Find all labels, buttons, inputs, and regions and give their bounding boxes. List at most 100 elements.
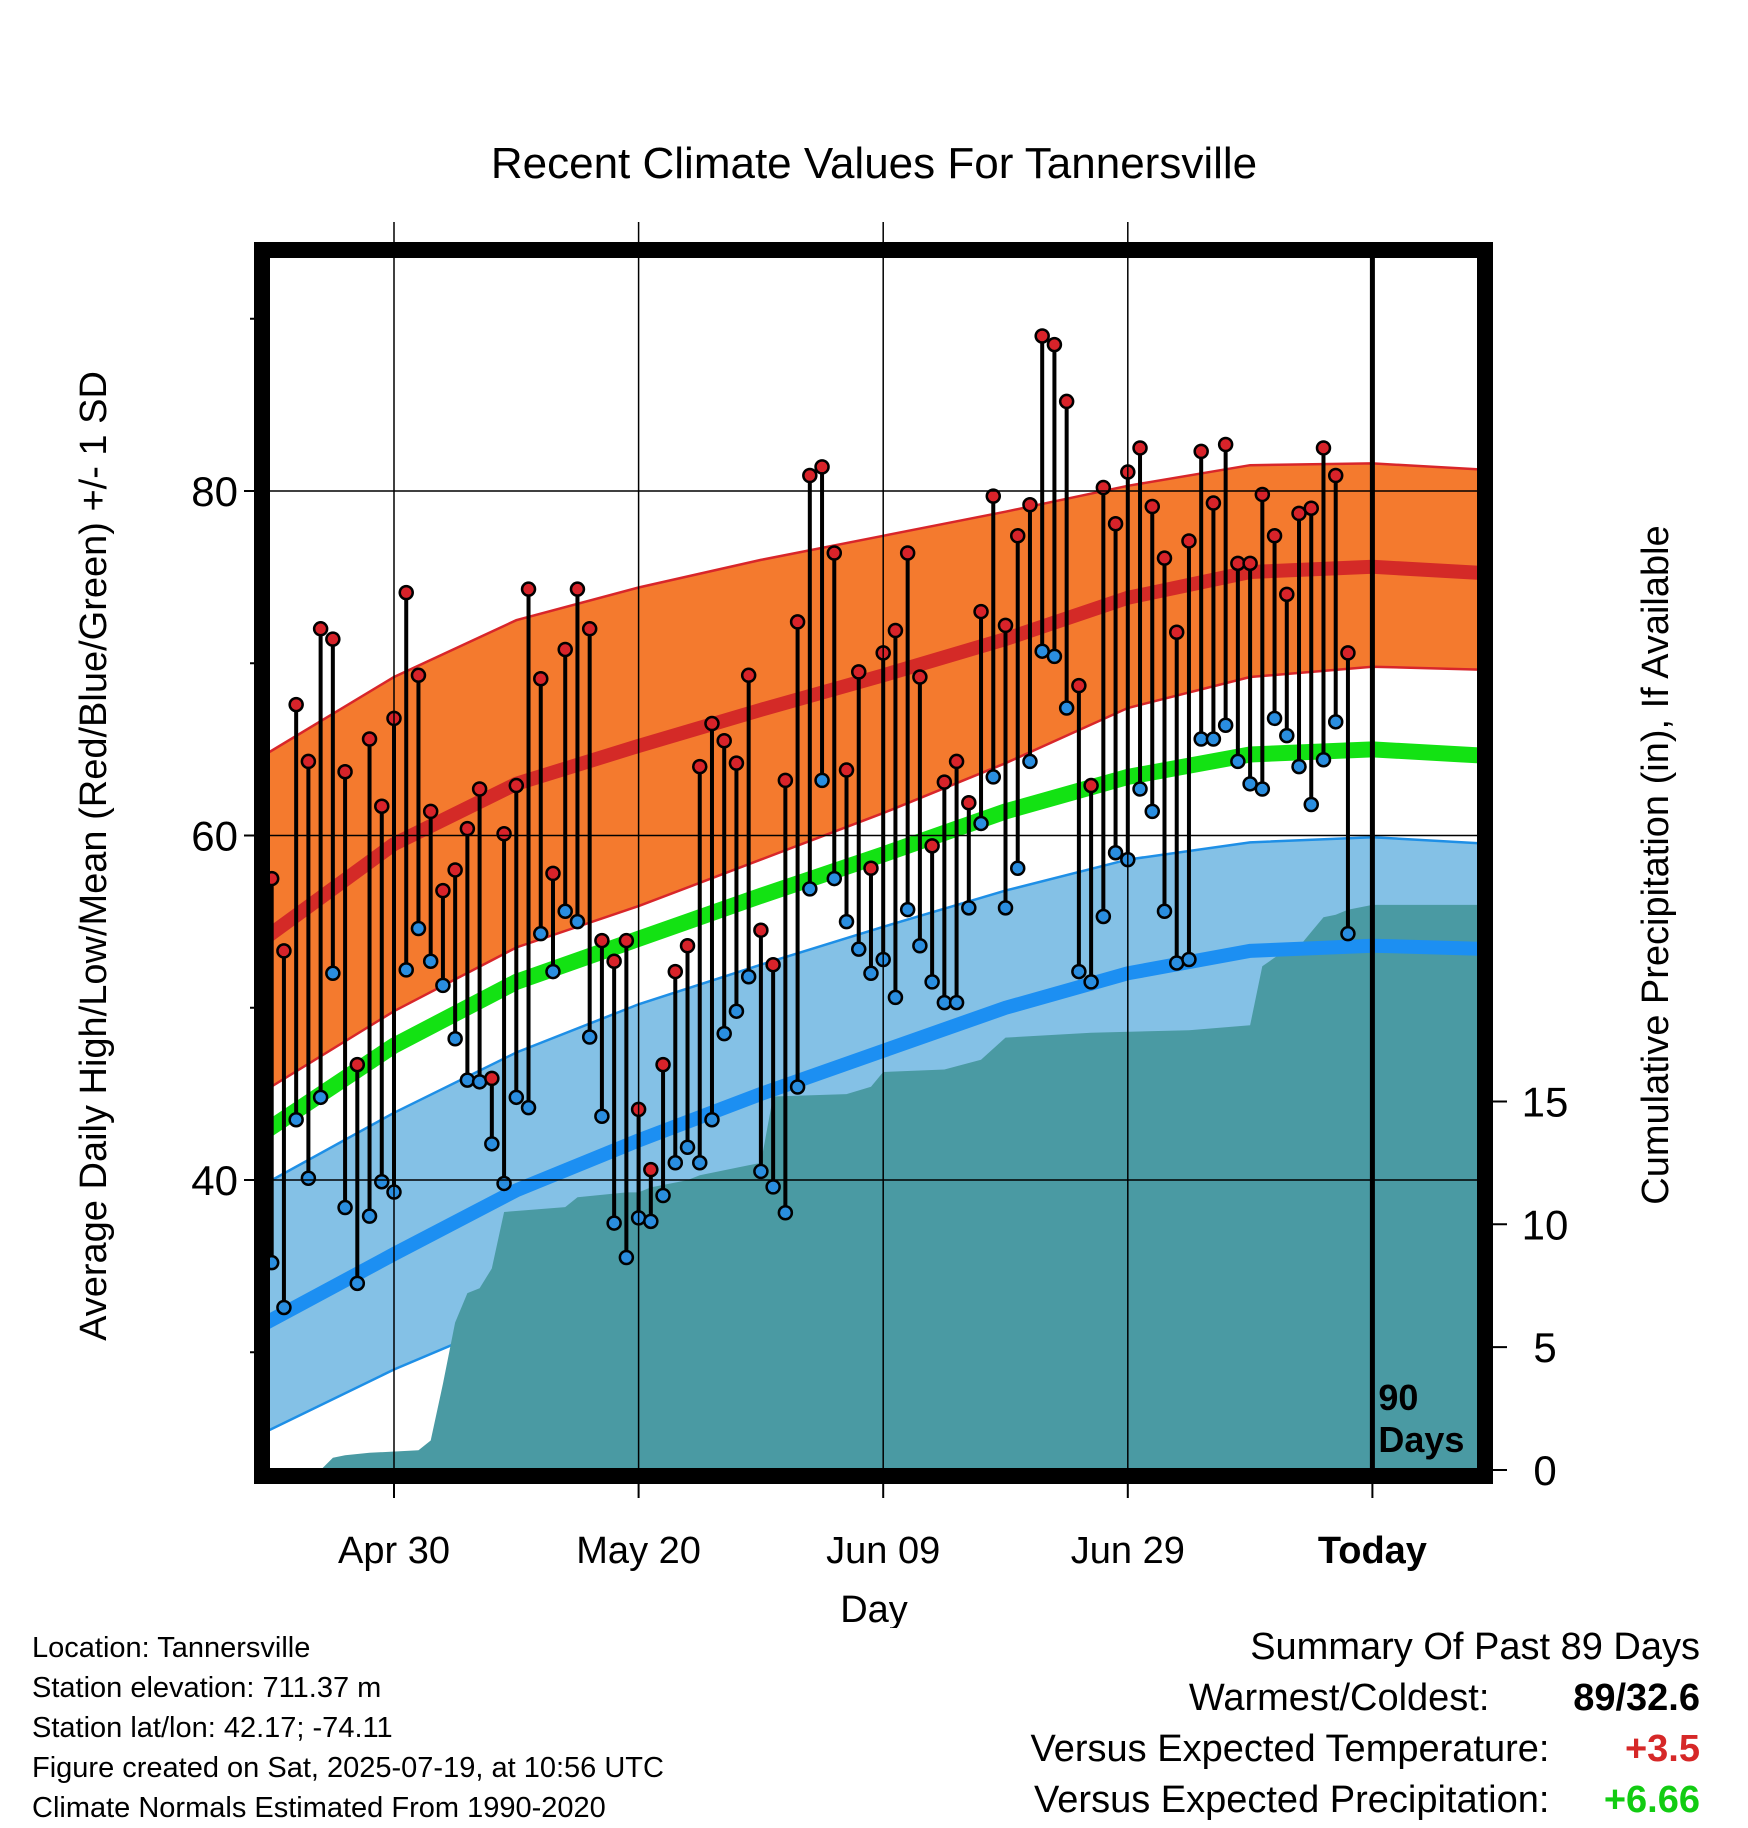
daily-low-point	[863, 965, 879, 982]
daily-high-point	[1058, 393, 1075, 410]
daily-high-point	[826, 545, 843, 561]
daily-low-point	[802, 881, 818, 897]
days-annotation: 90 Days	[1378, 1377, 1464, 1460]
daily-high-point	[288, 696, 304, 713]
daily-high-point	[997, 617, 1014, 634]
daily-low-point	[679, 1139, 696, 1156]
daily-low-point	[1315, 751, 1332, 768]
latlon-text: Station lat/lon: 42.17; -74.11	[32, 1712, 393, 1744]
daily-low-point	[1083, 974, 1099, 990]
plot-frame	[254, 242, 1493, 1484]
warmest-coldest-label: Warmest/Coldest:	[1188, 1677, 1490, 1719]
daily-low-point	[1303, 796, 1319, 813]
daily-high-point	[496, 826, 512, 842]
daily-low-point	[789, 1079, 806, 1095]
warmest-coldest-row: Warmest/Coldest: 89/32.6	[1031, 1673, 1700, 1724]
x-axis-label: Day	[840, 1589, 908, 1628]
daily-high-point	[447, 862, 463, 878]
daily-low-point	[1156, 903, 1173, 920]
daily-low-point	[728, 1003, 745, 1019]
location-text: Location: Tannersville	[32, 1632, 311, 1664]
daily-high-point	[1217, 436, 1234, 453]
daily-high-point	[435, 882, 451, 899]
daily-high-point	[740, 667, 757, 684]
daily-low-point	[704, 1111, 720, 1128]
x-tick-label: Apr 30	[338, 1530, 450, 1572]
daily-low-point	[765, 1179, 781, 1195]
daily-low-point	[1071, 963, 1087, 980]
daily-low-point	[410, 920, 427, 937]
daily-high-point	[1279, 586, 1295, 603]
daily-low-point	[361, 1208, 378, 1224]
daily-high-point	[1034, 328, 1050, 344]
daily-low-point	[337, 1199, 353, 1216]
daily-low-point	[496, 1175, 512, 1192]
daily-high-point	[716, 733, 732, 749]
plot-area	[268, 328, 1479, 1470]
daily-low-point	[520, 1099, 537, 1116]
daily-low-point	[557, 903, 573, 920]
daily-low-point	[1022, 753, 1038, 770]
daily-low-point	[948, 994, 965, 1011]
daily-low-point	[924, 974, 940, 990]
daily-low-point	[850, 941, 867, 957]
daily-high-point	[1156, 550, 1173, 566]
daily-high-point	[1242, 555, 1258, 572]
daily-high-point	[1315, 440, 1332, 456]
daily-high-point	[361, 731, 378, 747]
daily-high-point	[1327, 467, 1344, 484]
days-annotation-line: Days	[1378, 1419, 1464, 1460]
daily-high-point	[887, 622, 904, 639]
y-tick-label-right: 15	[1522, 1078, 1569, 1125]
daily-low-point	[1327, 714, 1344, 730]
daily-low-point	[814, 772, 830, 789]
daily-high-point	[545, 865, 561, 882]
normals-text: Climate Normals Estimated From 1990-2020	[32, 1792, 606, 1824]
daily-low-point	[1181, 951, 1197, 968]
temp-anomaly-value: +3.5	[1624, 1728, 1700, 1770]
daily-high-point	[924, 838, 940, 854]
daily-high-point	[985, 488, 1002, 504]
daily-high-point	[422, 803, 439, 820]
y-tick-label-left: 40	[191, 1157, 238, 1204]
y-tick-label-right: 10	[1522, 1201, 1569, 1248]
daily-high-point	[863, 860, 879, 876]
daily-high-point	[1266, 528, 1283, 544]
precip-anomaly-value: +6.66	[1603, 1779, 1700, 1821]
daily-high-point	[520, 581, 537, 597]
daily-low-point	[838, 913, 855, 930]
daily-high-point	[753, 922, 769, 938]
warmest-coldest-value: 89/32.6	[1573, 1677, 1700, 1719]
daily-high-point	[1340, 645, 1356, 661]
x-tick-label: May 20	[576, 1530, 701, 1572]
daily-low-point	[1046, 648, 1063, 665]
daily-high-point	[606, 953, 622, 969]
daily-low-point	[1058, 700, 1075, 716]
daily-low-point	[300, 1170, 317, 1187]
daily-low-point	[422, 953, 439, 969]
precip-area	[268, 904, 1479, 1470]
daily-low-point	[1009, 860, 1026, 876]
daily-low-point	[1230, 753, 1246, 770]
daily-low-point	[753, 1163, 769, 1180]
daily-low-point	[826, 870, 843, 887]
y-axis-label-left: Average Daily High/Low/Mean (Red/Blue/Gr…	[73, 371, 115, 1341]
daily-high-point	[1132, 440, 1148, 456]
daily-low-point	[997, 900, 1014, 916]
daily-low-point	[1205, 731, 1222, 747]
y-tick-label-left: 80	[191, 468, 238, 515]
daily-high-point	[692, 758, 708, 775]
y-axis-label-right: Cumulative Precipitation (in), If Availa…	[1635, 525, 1677, 1204]
daily-low-point	[459, 1072, 476, 1088]
daily-high-point	[374, 798, 390, 814]
daily-high-point	[1144, 498, 1161, 515]
daily-low-point	[912, 937, 928, 954]
daily-low-point	[581, 1029, 598, 1045]
daily-low-point	[1291, 758, 1307, 775]
summary-panel: Summary Of Past 89 Days Warmest/Coldest:…	[1031, 1622, 1700, 1826]
daily-high-point	[268, 870, 280, 887]
climate-chart: Recent Climate Values For Tannersville 9…	[73, 139, 1677, 1628]
daily-low-point	[1168, 955, 1185, 971]
daily-low-point	[899, 901, 916, 918]
high-sd-band	[268, 463, 1479, 1089]
